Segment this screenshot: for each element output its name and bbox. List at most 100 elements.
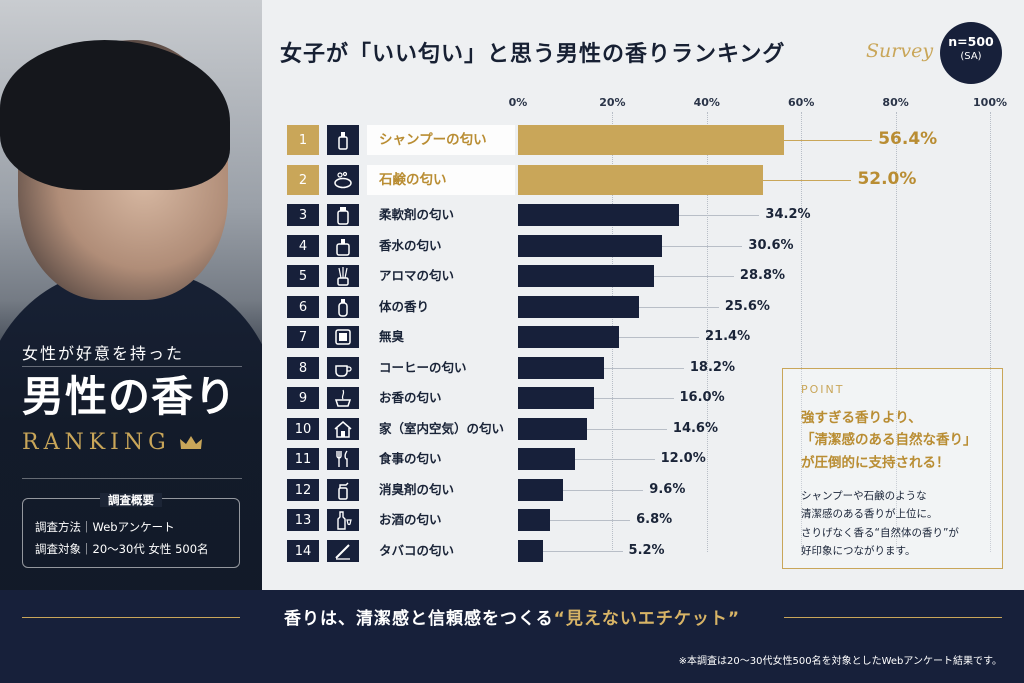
photo-shade <box>0 300 262 590</box>
left-big-title: 男性の香り <box>22 372 238 421</box>
point-headline-line: 強すぎる香りより、 <box>801 410 922 426</box>
perfume-icon <box>327 235 359 257</box>
bar <box>518 387 594 409</box>
left-divider-top <box>22 366 242 367</box>
photo-hair <box>0 40 230 190</box>
category-label: 柔軟剤の匂い <box>379 207 455 222</box>
value-label: 18.2% <box>689 360 735 375</box>
category-label: アロマの匂い <box>379 268 455 283</box>
x-tick-label: 100% <box>973 96 1007 109</box>
value-label: 12.0% <box>660 451 706 466</box>
rank-number: 13 <box>287 509 319 531</box>
value-leader-line <box>638 307 719 308</box>
rank-number: 10 <box>287 418 319 440</box>
gridline <box>990 112 991 552</box>
point-body-line: 好印象につながります。 <box>801 545 916 558</box>
rank-number: 3 <box>287 204 319 226</box>
rank-number: 11 <box>287 448 319 470</box>
bar <box>518 165 764 195</box>
value-leader-line <box>679 215 760 216</box>
incense-icon <box>327 387 359 409</box>
category-label: お酒の匂い <box>379 512 442 527</box>
point-body-line: 清潔感のある香りが上位に。 <box>801 508 938 521</box>
bar <box>518 509 551 531</box>
rank-number: 4 <box>287 235 319 257</box>
rank-number: 5 <box>287 265 319 287</box>
wine-bottle-icon <box>327 509 359 531</box>
point-body: シャンプーや石鹸のような 清潔感のある香りが上位に。 さりげなく香る“自然体の香… <box>801 487 959 561</box>
overview-method: 調査方法｜Webアンケート <box>35 520 175 534</box>
bar <box>518 448 575 470</box>
model-photo <box>0 0 262 590</box>
value-label: 21.4% <box>705 329 751 344</box>
rank-number: 7 <box>287 326 319 348</box>
rank-number: 9 <box>287 387 319 409</box>
spray-icon <box>327 479 359 501</box>
survey-script: Survey <box>866 40 934 62</box>
left-subtitle: 女性が好意を持った <box>22 344 185 363</box>
point-box: POINT 強すぎる香りより、 「清潔感のある自然な香り」 が圧倒的に支持される… <box>782 368 1003 569</box>
category-label: 石鹸の匂い <box>379 172 447 188</box>
rank-number: 8 <box>287 357 319 379</box>
value-leader-line <box>593 398 674 399</box>
ranking-word-row: RANKING <box>22 430 247 455</box>
category-label: コーヒーの匂い <box>379 360 467 375</box>
softener-bottle-icon <box>327 204 359 226</box>
category-label: シャンプーの匂い <box>379 132 487 148</box>
cigarette-icon <box>327 540 359 562</box>
fork-knife-icon <box>327 448 359 470</box>
gridline <box>706 112 708 552</box>
footer-rule-right <box>784 617 1002 618</box>
value-label: 25.6% <box>724 299 770 314</box>
rank-number: 2 <box>287 165 319 195</box>
x-tick-label: 0% <box>508 96 528 109</box>
x-tick-label: 20% <box>599 96 626 109</box>
overview-target: 調査対象｜20〜30代 女性 500名 <box>35 542 209 556</box>
category-label: お香の匂い <box>379 390 442 405</box>
bar <box>518 479 564 501</box>
aroma-diffuser-icon <box>327 265 359 287</box>
value-label: 52.0% <box>857 169 917 189</box>
value-leader-line <box>784 140 873 141</box>
footer-message: 香りは、清潔感と信頼感をつくる“見えないエチケット” <box>0 604 1024 629</box>
footer-message-highlight: “見えないエチケット” <box>553 609 741 629</box>
ranking-word: RANKING <box>22 430 171 456</box>
bar <box>518 235 663 257</box>
bar <box>518 540 543 562</box>
point-label: POINT <box>801 383 845 396</box>
value-label: 6.8% <box>636 512 673 527</box>
rank-number: 6 <box>287 296 319 318</box>
value-leader-line <box>603 368 684 369</box>
value-label: 14.6% <box>672 421 719 436</box>
point-headline-line: が圧倒的に支持される！ <box>801 454 950 471</box>
category-label: 消臭剤の匂い <box>379 482 455 497</box>
overview-title: 調査概要 <box>100 493 162 507</box>
value-leader-line <box>574 459 655 460</box>
value-leader-line <box>662 246 743 247</box>
house-icon <box>327 418 359 440</box>
value-leader-line <box>563 490 644 491</box>
category-label: 体の香り <box>379 299 430 314</box>
coffee-cup-icon <box>327 357 359 379</box>
value-leader-line <box>763 180 852 181</box>
left-divider-bottom <box>22 478 242 479</box>
footer-message-main: 香りは、清潔感と信頼感をつくる <box>283 609 554 629</box>
gridline <box>895 112 897 552</box>
footnote: ※本調査は20〜30代女性500名を対象としたWebアンケート結果です。 <box>678 656 1002 667</box>
rank-number: 14 <box>287 540 319 562</box>
page-title: 女子が「いい匂い」と思う男性の香りランキング <box>280 42 786 67</box>
shampoo-bottle-icon <box>327 125 359 155</box>
point-body-line: さりげなく香る“自然体の香り”が <box>801 526 959 539</box>
label-highlight <box>367 165 515 195</box>
bar <box>518 265 654 287</box>
value-leader-line <box>550 520 631 521</box>
bar <box>518 357 604 379</box>
point-headline-line: 「清潔感のある自然な香り」 <box>801 432 977 449</box>
value-label: 56.4% <box>878 129 938 149</box>
body-lotion-icon <box>327 296 359 318</box>
label-highlight <box>367 125 515 155</box>
value-label: 34.2% <box>765 207 811 222</box>
crown-icon <box>179 435 202 449</box>
bar <box>518 204 680 226</box>
x-tick-label: 80% <box>882 96 909 109</box>
